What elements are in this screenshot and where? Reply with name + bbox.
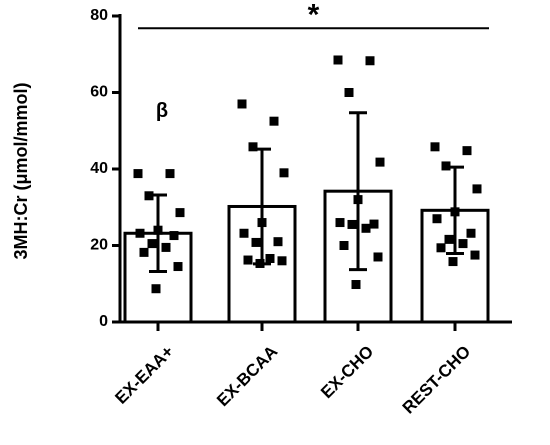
significance-asterisk: * — [308, 0, 320, 31]
data-point — [277, 256, 287, 266]
x-category-label: EX-CHO — [317, 342, 377, 402]
data-point — [351, 280, 361, 290]
data-point — [369, 219, 379, 229]
y-tick-label: 40 — [90, 160, 108, 177]
data-point — [444, 234, 454, 244]
data-point — [333, 55, 343, 65]
y-tick-label: 60 — [90, 84, 108, 101]
data-point — [237, 99, 247, 109]
data-point — [344, 88, 354, 97]
data-point — [432, 214, 442, 224]
bar — [420, 208, 490, 324]
data-point — [365, 56, 375, 66]
data-point — [458, 239, 468, 249]
y-tick-label: 80 — [90, 7, 108, 24]
data-point — [448, 257, 458, 267]
data-point — [251, 237, 261, 247]
data-point — [347, 219, 357, 229]
data-point — [269, 116, 279, 126]
data-point — [441, 161, 451, 171]
data-point — [133, 169, 143, 179]
data-point — [436, 243, 446, 253]
data-point — [373, 252, 383, 262]
data-point — [147, 239, 157, 249]
data-point — [339, 241, 349, 250]
x-category-label: REST-CHO — [399, 342, 475, 418]
data-point — [335, 218, 345, 228]
data-point — [472, 184, 482, 194]
data-point — [462, 146, 472, 156]
data-point — [450, 207, 460, 217]
data-point — [151, 284, 161, 294]
data-point — [165, 169, 175, 179]
data-point — [265, 254, 275, 264]
data-point — [243, 255, 253, 265]
data-point — [257, 218, 267, 228]
data-point — [466, 228, 476, 238]
data-point — [144, 191, 154, 201]
y-tick-label: 0 — [99, 313, 108, 330]
data-point — [255, 258, 265, 268]
data-point — [375, 157, 385, 167]
x-category-label: EX-BCAA — [213, 342, 281, 410]
data-point — [430, 142, 440, 152]
x-category-label: EX-EAA+ — [111, 342, 177, 408]
data-point — [139, 247, 149, 257]
data-point — [279, 168, 289, 178]
data-point — [161, 242, 171, 252]
data-point — [153, 225, 163, 235]
y-axis-title: 3MH:Cr (μmol/mmol) — [11, 82, 31, 259]
y-tick-label: 20 — [90, 237, 108, 254]
data-point — [353, 195, 363, 205]
data-point — [361, 223, 371, 233]
data-point — [273, 237, 283, 247]
data-point — [248, 142, 258, 152]
data-point — [470, 250, 480, 260]
data-point — [239, 228, 249, 238]
data-point — [175, 208, 185, 218]
beta-symbol: β — [156, 100, 168, 122]
data-point — [169, 231, 179, 241]
data-point — [135, 228, 145, 238]
data-point — [173, 262, 183, 272]
